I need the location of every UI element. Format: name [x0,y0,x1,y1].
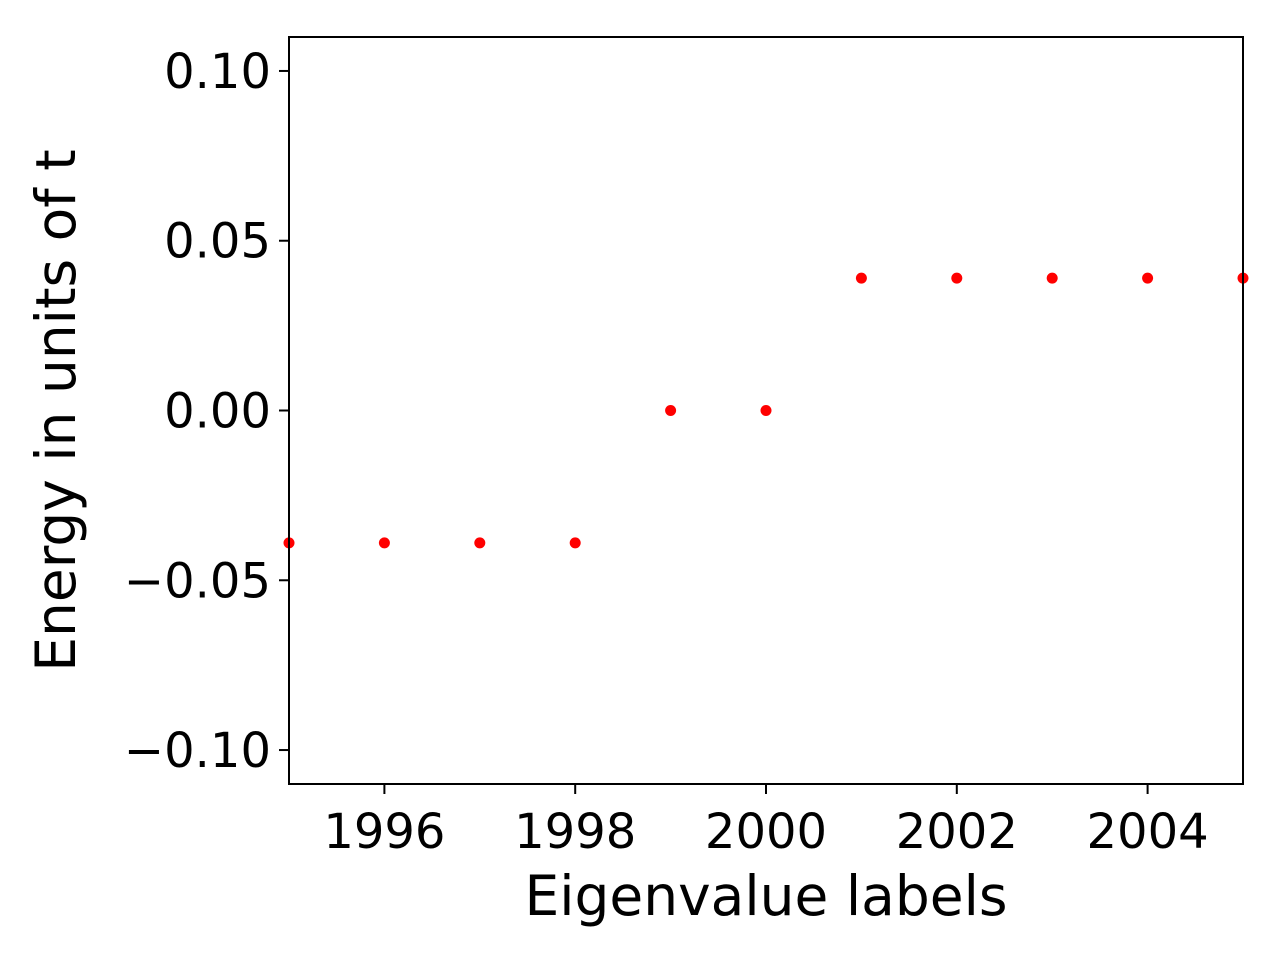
plot-area-frame [288,36,1244,785]
data-points [283,272,1249,549]
x-tick-label: 1998 [514,804,636,860]
x-axis-label: Eigenvalue labels [524,864,1007,928]
data-point [665,405,677,416]
data-point [760,405,772,416]
data-point [569,537,581,549]
data-point [378,537,390,549]
y-tick-label: 0.05 [164,214,271,270]
y-tick-label: 0.10 [164,44,271,100]
data-point [855,272,867,284]
x-tick-label: 2000 [705,804,827,860]
y-axis-label: Energy in units of t [24,149,88,671]
y-tick-label: 0.00 [164,384,271,440]
data-point [1046,272,1058,284]
data-point [1142,272,1154,284]
data-point [474,537,486,549]
y-tick-label: −0.05 [124,553,271,609]
axis-ticks: 1996 1998 2000 2002 2004 −0.10 −0.05 0.00 0.05 0.… [124,44,1209,860]
x-tick-label: 2002 [896,804,1018,860]
data-point [951,272,963,284]
y-tick-label: −0.10 [124,723,271,779]
x-tick-label: 2004 [1087,804,1209,860]
x-tick-label: 1996 [323,804,445,860]
